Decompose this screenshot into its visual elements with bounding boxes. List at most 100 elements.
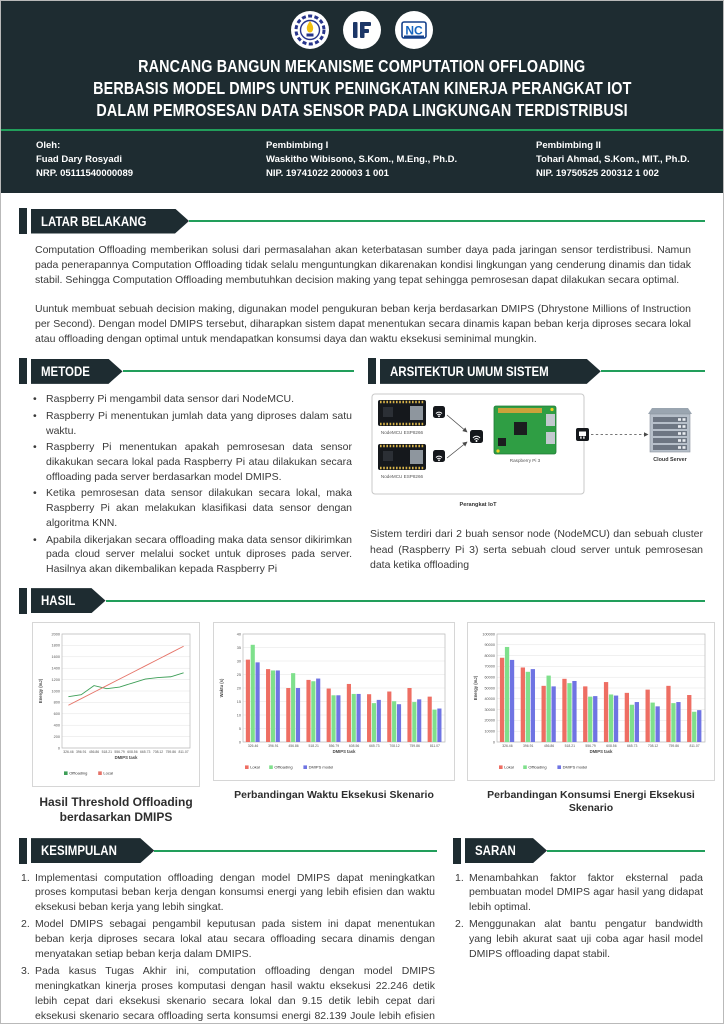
section-header-hasil: HASIL: [19, 587, 705, 614]
section-bar: [453, 837, 461, 864]
svg-text:Lokal: Lokal: [504, 764, 514, 769]
svg-text:15: 15: [237, 699, 241, 703]
svg-text:1800: 1800: [52, 643, 60, 647]
section-title: ARSITEKTUR UMUM SISTEM: [390, 363, 549, 379]
metode-item: Apabila dikerjakan secara offloading mak…: [33, 533, 352, 577]
svg-text:0: 0: [239, 740, 241, 744]
section-badge: HASIL: [31, 588, 106, 613]
kesimpulan-item: Pada kasus Tugas Akhir ini, computation …: [21, 964, 435, 1022]
svg-text:20000: 20000: [484, 718, 495, 722]
link-node1-hub: [446, 415, 468, 433]
svg-text:Waktu (s): Waktu (s): [219, 678, 224, 697]
saran-column: SARAN Menambahkan faktor faktor eksterna…: [453, 829, 705, 1023]
svg-text:5: 5: [239, 726, 241, 730]
content: LATAR BELAKANG Computation Offloading me…: [1, 193, 723, 1023]
section-header-arsitektur: ARSITEKTUR UMUM SISTEM: [368, 358, 705, 385]
link-node2-hub: [446, 441, 468, 459]
svg-text:800: 800: [54, 700, 60, 704]
perangkat-iot-label: Perangkat IoT: [460, 502, 498, 508]
svg-text:811.07: 811.07: [430, 744, 440, 748]
chart-caption: Perbandingan Konsumsi Energi Eksekusi Sk…: [487, 788, 695, 814]
svg-text:90000: 90000: [484, 643, 495, 647]
section-title: LATAR BELAKANG: [41, 213, 147, 229]
metode-column: METODE Raspberry Pi mengambil data senso…: [19, 349, 354, 578]
wifi-icon: [433, 450, 445, 463]
svg-text:456.86: 456.86: [544, 744, 554, 748]
section-title: SARAN: [475, 843, 516, 859]
section-title: HASIL: [41, 593, 76, 609]
svg-text:1000: 1000: [52, 689, 60, 693]
svg-text:30: 30: [237, 659, 241, 663]
kesimpulan-column: KESIMPULAN Implementasi computation offl…: [19, 829, 437, 1023]
svg-text:1200: 1200: [52, 677, 60, 681]
latar-belakang-paragraph-2: Uuntuk membuat sebuah decision making, d…: [35, 302, 691, 346]
section-bar: [19, 208, 27, 234]
saran-item: Menambahkan faktor faktor eksternal pada…: [455, 871, 703, 914]
ncc-logo-icon: NC: [401, 21, 427, 39]
raspberry-pi-board: [493, 405, 557, 455]
supervisor1-id: NIP. 19741022 200003 1 001: [266, 168, 389, 179]
svg-text:665.73: 665.73: [140, 750, 150, 754]
ethernet-icon: [576, 428, 589, 442]
section-header-saran: SARAN: [453, 837, 705, 864]
svg-text:NC: NC: [405, 24, 423, 38]
supervisor2-role: Pembimbing II: [536, 140, 601, 151]
svg-text:759.86: 759.86: [669, 744, 679, 748]
svg-text:396.91: 396.91: [76, 750, 86, 754]
svg-text:556.79: 556.79: [329, 744, 339, 748]
poster-title-line-3: DALAM PEMROSESAN DATA SENSOR PADA LINGKU…: [96, 100, 628, 120]
threshold-chart-canvas: 0 200 400 600 800 1000 1200 1400 1600 1800 2000 326…: [36, 625, 196, 778]
svg-text:456.86: 456.86: [89, 750, 99, 754]
metode-list: Raspberry Pi mengambil data sensor dari …: [33, 392, 352, 576]
svg-text:100000: 100000: [482, 632, 495, 636]
supervisor2-name: Tohari Ahmad, S.Kom., MIT., Ph.D.: [536, 154, 690, 165]
svg-text:Offloading: Offloading: [69, 770, 87, 775]
svg-text:759.86: 759.86: [166, 750, 176, 754]
svg-text:DMIPS model: DMIPS model: [309, 764, 334, 769]
svg-text:456.86: 456.86: [288, 744, 298, 748]
svg-text:35: 35: [237, 645, 241, 649]
kesimpulan-item: Model DMIPS sebagai pengambil keputusan …: [21, 917, 435, 961]
section-title: KESIMPULAN: [41, 843, 117, 859]
chart-panel: 0 5 10 15 20 25 30 35 40 326.46 396.91 456.86 518.21…: [213, 621, 455, 781]
svg-text:40: 40: [237, 632, 241, 636]
section-rule: [600, 370, 705, 373]
header: NC RANCANG BANGUN MEKANISME COMPUTATION …: [1, 1, 723, 193]
its-logo: [291, 11, 329, 49]
svg-text:326.46: 326.46: [63, 750, 73, 754]
svg-text:396.91: 396.91: [268, 744, 278, 748]
if-logo-icon: [353, 22, 371, 38]
saran-list: Menambahkan faktor faktor eksternal pada…: [455, 871, 703, 962]
svg-text:Lokal: Lokal: [250, 764, 260, 769]
svg-text:70000: 70000: [484, 664, 495, 668]
svg-text:Energy (mJ): Energy (mJ): [38, 678, 43, 703]
svg-text:608.56: 608.56: [349, 744, 359, 748]
header-divider: [1, 129, 723, 131]
wifi-icon: [433, 406, 445, 419]
svg-text:518.21: 518.21: [565, 744, 575, 748]
svg-text:DMIPS task: DMIPS task: [115, 755, 138, 760]
svg-text:200: 200: [54, 734, 60, 738]
svg-text:60000: 60000: [484, 675, 495, 679]
supervisor1-role: Pembimbing I: [266, 140, 329, 151]
svg-text:1400: 1400: [52, 666, 60, 670]
supervisor2-id: NIP. 19750525 200312 1 002: [536, 168, 659, 179]
nodemcu-1: [378, 400, 426, 427]
metode-item: Ketika pemrosesan data sensor dilakukan …: [33, 486, 352, 530]
section-badge: SARAN: [465, 838, 547, 863]
svg-text:Offloading: Offloading: [274, 764, 292, 769]
section-rule: [547, 849, 705, 852]
nodemcu-1-label: NodeMCU ESP8266: [381, 430, 424, 435]
poster-title-line-1: RANCANG BANGUN MEKANISME COMPUTATION OFF…: [138, 56, 586, 76]
svg-text:2000: 2000: [52, 632, 60, 636]
svg-text:326.46: 326.46: [248, 744, 258, 748]
svg-text:326.46: 326.46: [502, 744, 512, 748]
svg-text:30000: 30000: [484, 707, 495, 711]
svg-text:1600: 1600: [52, 655, 60, 659]
section-badge: ARSITEKTUR UMUM SISTEM: [380, 359, 601, 384]
section-header-kesimpulan: KESIMPULAN: [19, 837, 437, 864]
svg-text:0: 0: [58, 746, 60, 750]
kesimpulan-item: Implementasi computation offloading deng…: [21, 871, 435, 914]
authors-row: Oleh: Fuad Dary Rosyadi NRP. 05111540000…: [1, 131, 723, 193]
svg-text:708.12: 708.12: [389, 744, 399, 748]
